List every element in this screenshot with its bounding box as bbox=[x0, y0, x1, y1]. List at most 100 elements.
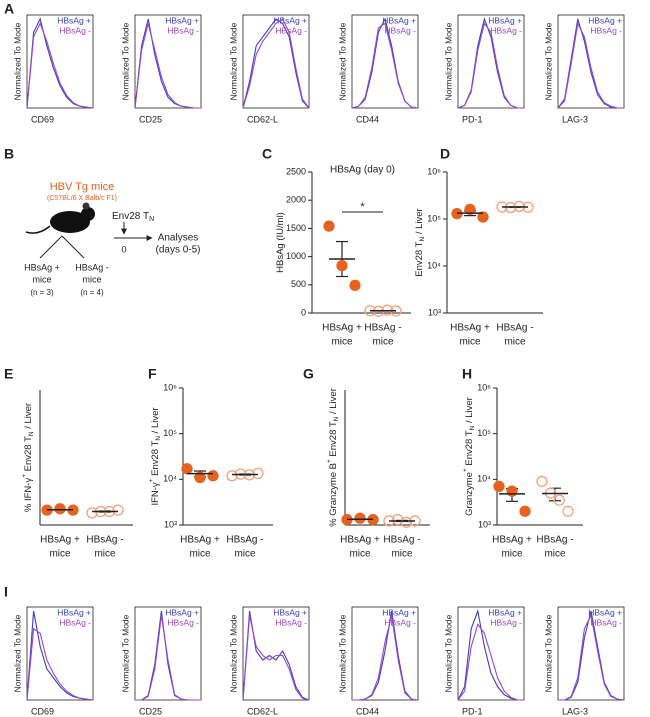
y-axis-label: Normalized To Mode bbox=[120, 614, 130, 692]
y-tick-label: 10⁵ bbox=[427, 213, 441, 223]
x-tick-label: mice bbox=[459, 337, 481, 348]
plot-frame bbox=[242, 606, 310, 701]
treatment-sub: N bbox=[149, 216, 154, 223]
y-axis-label: Normalized To Mode bbox=[12, 22, 22, 100]
data-point bbox=[506, 485, 518, 497]
data-point bbox=[519, 505, 531, 517]
data-point bbox=[536, 475, 548, 488]
group-sub: mice bbox=[32, 274, 51, 284]
y-tick-label: 10⁵ bbox=[163, 428, 177, 438]
histogram-line bbox=[242, 18, 310, 109]
diagram-strain: (C57BL/6 X Balb/c F1) bbox=[47, 195, 117, 202]
legend-entry: HBsAg + bbox=[57, 15, 91, 25]
data-point bbox=[477, 211, 489, 223]
x-axis-label: CD62-L bbox=[247, 706, 278, 716]
data-point bbox=[553, 494, 565, 506]
x-axis-label: CD62-L bbox=[247, 114, 278, 124]
group-sub: mice bbox=[82, 274, 101, 284]
legend-entry: HBsAg + bbox=[57, 607, 91, 617]
data-point bbox=[86, 507, 98, 519]
x-axis-label: CD69 bbox=[31, 706, 54, 716]
y-axis-label: % Granzyme B+ Env28 TN / Liver bbox=[326, 388, 340, 527]
y-tick-label: 10³ bbox=[164, 519, 177, 529]
histogram-line bbox=[352, 615, 419, 701]
legend-entry: HBsAg - bbox=[167, 25, 199, 35]
group-name: HBsAg + bbox=[24, 262, 60, 272]
y-axis-label-part: HBsAg (IU/ml) bbox=[275, 212, 286, 273]
y-axis-label-part: / Liver bbox=[414, 208, 425, 237]
legend-entry: HBsAg - bbox=[490, 617, 522, 627]
histogram-line bbox=[457, 608, 524, 701]
y-axis-label: % IFN-γ+ Env28 TN / Liver bbox=[21, 403, 35, 512]
y-axis-label-part: Env28 T bbox=[150, 440, 161, 478]
legend-entry: HBsAg - bbox=[384, 617, 416, 627]
y-axis-label-part: / Liver bbox=[150, 407, 161, 436]
data-point bbox=[349, 279, 361, 292]
y-axis-label: Normalized To Mode bbox=[337, 614, 347, 692]
y-axis-label-part: Env28 T bbox=[328, 421, 339, 459]
x-tick-label: mice bbox=[391, 549, 413, 560]
histogram-line bbox=[457, 623, 524, 701]
y-tick-label: 2500 bbox=[286, 166, 306, 176]
y-axis-label-part: Env28 T bbox=[23, 436, 34, 474]
x-axis-label: CD69 bbox=[31, 114, 54, 124]
x-tick-label: mice bbox=[331, 337, 353, 348]
panel-letter: F bbox=[148, 366, 157, 382]
diagram-title: HBV Tg mice bbox=[50, 181, 115, 193]
plot-frame bbox=[457, 606, 525, 701]
y-axis-label-part: IFN-γ bbox=[150, 482, 161, 505]
legend-entry: HBsAg - bbox=[59, 617, 91, 627]
y-axis-label-part: N bbox=[155, 436, 162, 441]
x-tick-label: mice bbox=[189, 549, 211, 560]
data-point bbox=[323, 220, 335, 232]
x-axis-label: PD-1 bbox=[462, 706, 483, 716]
x-tick-label: mice bbox=[372, 337, 394, 348]
y-tick-label: 1000 bbox=[286, 251, 306, 261]
legend-entry: HBsAg + bbox=[165, 607, 199, 617]
legend-entry: HBsAg + bbox=[165, 15, 199, 25]
treatment: Env28 TN bbox=[112, 211, 154, 224]
legend-entry: HBsAg + bbox=[588, 607, 622, 617]
x-axis-label: CD25 bbox=[139, 706, 162, 716]
y-tick-label: 10³ bbox=[428, 307, 441, 317]
legend-entry: HBsAg - bbox=[59, 25, 91, 35]
y-axis-label-part: % IFN-γ bbox=[23, 478, 34, 513]
y-axis-label-part: + bbox=[462, 468, 469, 472]
histogram-line bbox=[242, 615, 310, 701]
y-axis-label: HBsAg (IU/ml) bbox=[275, 212, 286, 273]
y-axis-label-part: N bbox=[28, 431, 35, 436]
x-tick-label: mice bbox=[504, 337, 526, 348]
x-axis-label: PD-1 bbox=[462, 114, 483, 124]
plot-frame bbox=[26, 606, 94, 701]
plot-frame bbox=[557, 606, 625, 701]
histogram-line bbox=[457, 22, 524, 109]
analyses: Analyses bbox=[158, 233, 199, 244]
y-axis-label: Normalized To Mode bbox=[337, 22, 347, 100]
y-axis-label-part: % Granzyme B bbox=[328, 463, 339, 527]
legend-entry: HBsAg + bbox=[588, 15, 622, 25]
legend-entry: HBsAg - bbox=[590, 617, 622, 627]
y-axis-label-part: + bbox=[326, 459, 333, 463]
y-tick-label: 10⁶ bbox=[477, 382, 491, 392]
x-tick-label: mice bbox=[349, 549, 371, 560]
histogram-line bbox=[557, 21, 624, 109]
data-point bbox=[54, 503, 66, 515]
x-axis-label: CD44 bbox=[356, 706, 379, 716]
data-point bbox=[207, 470, 219, 482]
y-tick-label: 500 bbox=[291, 279, 306, 289]
x-tick-label: HBsAg - bbox=[86, 535, 123, 546]
panel-letter: D bbox=[440, 146, 450, 162]
data-point bbox=[112, 504, 124, 516]
treatment-text: Env28 T bbox=[112, 211, 149, 222]
y-tick-label: 10⁶ bbox=[427, 166, 441, 176]
group-n: (n = 4) bbox=[80, 288, 104, 297]
mouse-icon bbox=[25, 202, 95, 234]
plot-frame bbox=[134, 14, 202, 109]
legend-entry: HBsAg + bbox=[488, 15, 522, 25]
time: 0 bbox=[121, 244, 126, 254]
y-axis-label-part: Env28 T bbox=[464, 430, 475, 468]
y-axis-label-part: + bbox=[21, 474, 28, 478]
branch-line bbox=[61, 235, 85, 259]
x-tick-label: HBsAg + bbox=[450, 323, 490, 334]
legend-entry: HBsAg + bbox=[273, 15, 307, 25]
